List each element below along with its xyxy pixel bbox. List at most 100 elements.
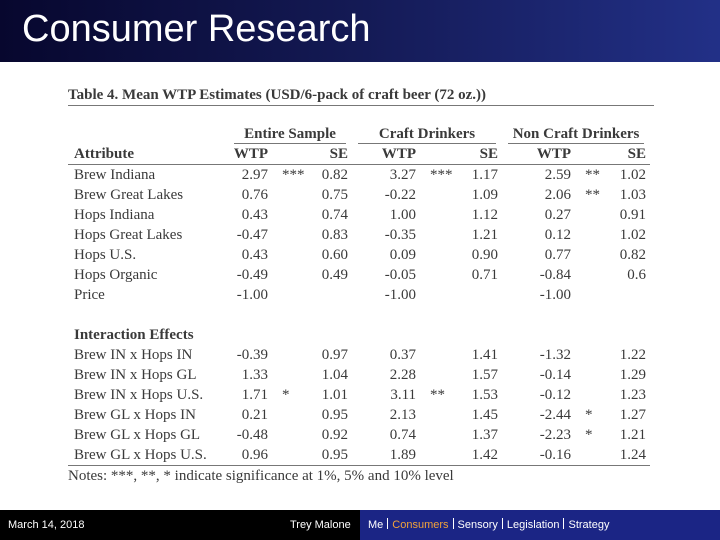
table-cell: 2.59: [544, 167, 572, 183]
nav-item[interactable]: Me: [368, 519, 384, 531]
table-cell: -2.23: [539, 427, 572, 443]
cell: [420, 144, 457, 165]
column-header: SE: [456, 144, 503, 165]
table-cell: 2.06: [544, 187, 572, 203]
cell: [272, 285, 312, 305]
table-cell: -1.32: [539, 347, 572, 363]
table-cell: *: [585, 407, 593, 423]
table-cell: 1.23: [619, 387, 647, 403]
cell: [575, 144, 606, 165]
table-cell: 0.6: [627, 267, 647, 283]
cell: [575, 445, 606, 466]
table-cell: Brew Great Lakes: [74, 187, 184, 203]
cell: [575, 245, 605, 265]
table-cell: Brew IN x Hops IN: [74, 347, 193, 363]
cell: [272, 445, 312, 466]
group-cell: Entire Sample: [228, 106, 352, 144]
table-cell: -1.00: [539, 287, 572, 303]
cell: [420, 445, 457, 466]
table-row: Brew Great Lakes 0.76 0.75 -0.22 1.09 2.06 ** 1…: [68, 185, 650, 205]
table-cell: 1.01: [321, 387, 349, 403]
table-notes: Notes: ***, **, * indicate significance …: [68, 468, 454, 484]
table-cell: -0.49: [236, 267, 268, 283]
table-cell: 1.04: [321, 367, 349, 383]
table-cell: 1.27: [619, 407, 647, 423]
table-row: Brew GL x Hops IN 0.21 0.95 2.13 1.45 -2.44 * 1…: [68, 405, 650, 425]
table-cell: 0.95: [321, 407, 349, 423]
footer: March 14, 2018 Trey Malone Me Consumers Se…: [0, 510, 720, 540]
column-header: WTP: [352, 144, 421, 165]
nav-item[interactable]: Legislation: [506, 519, 560, 531]
cell: [420, 405, 456, 425]
table-cell: 0.60: [321, 247, 349, 263]
table-cell: **: [430, 387, 446, 403]
cell: [272, 225, 312, 245]
cell: [420, 185, 456, 205]
table-cell: 0.43: [241, 247, 268, 263]
table-cell: 2.13: [389, 407, 417, 423]
group-cell: Non Craft Drinkers: [502, 106, 650, 144]
group-header-row: Entire Sample Craft Drinkers Non Craft Dri…: [68, 106, 650, 144]
table-row: Hops Great Lakes -0.47 0.83 -0.35 1.21 0.12 1.…: [68, 225, 650, 245]
table-cell: ***: [430, 167, 453, 183]
cell: [272, 405, 312, 425]
table-row: Brew Indiana 2.97 *** 0.82 3.27 *** 1.17 2.59 **…: [68, 165, 650, 186]
table-row: Hops U.S. 0.43 0.60 0.09 0.90 0.77 0.82: [68, 245, 650, 265]
table-cell: 0.74: [321, 207, 349, 223]
table-title: Table 4. Mean WTP Estimates (USD/6-pack …: [68, 86, 654, 106]
cell: [272, 245, 312, 265]
cell: [575, 385, 605, 405]
table-row: Price -1.00 -1.00 -1.00: [68, 285, 650, 305]
cell: [605, 285, 650, 305]
group-label: Non Craft Drinkers: [508, 125, 645, 144]
table-row: Hops Organic -0.49 0.49 -0.05 0.71 -0.84 0.6: [68, 265, 650, 285]
column-header: WTP: [502, 144, 576, 165]
table-cell: 1.09: [471, 187, 499, 203]
table-cell: 0.75: [321, 187, 349, 203]
cell: [420, 265, 456, 285]
table-cell: 1.21: [619, 427, 647, 443]
table-cell: Hops U.S.: [74, 247, 137, 263]
table-row: Brew GL x Hops U.S. 0.96 0.95 1.89 1.42 -0.16…: [68, 445, 651, 466]
table-cell: -0.14: [539, 367, 572, 383]
nav-separator: [452, 518, 454, 529]
table-cell: -0.05: [384, 267, 417, 283]
table-cell: Brew IN x Hops GL: [74, 367, 197, 383]
cell: [272, 265, 312, 285]
table-cell: 1.22: [619, 347, 647, 363]
table-cell: Brew Indiana: [74, 167, 156, 183]
cell: [420, 345, 456, 365]
nav-item[interactable]: Consumers: [392, 519, 449, 531]
column-header: WTP: [228, 144, 272, 165]
table-cell: -1.00: [384, 287, 417, 303]
nav-separator: [501, 518, 503, 529]
table-cell: -0.16: [502, 445, 576, 466]
table-row: Hops Indiana 0.43 0.74 1.00 1.12 0.27 0.91: [68, 205, 650, 225]
table-cell: 3.11: [390, 387, 417, 403]
cell: [272, 425, 312, 445]
table-cell: Hops Indiana: [74, 207, 155, 223]
table-figure: Table 4. Mean WTP Estimates (USD/6-pack …: [68, 86, 654, 486]
table-cell: 0.21: [241, 407, 268, 423]
nav-item[interactable]: Strategy: [568, 519, 610, 531]
cell: [575, 285, 605, 305]
table-cell: 1.29: [619, 367, 647, 383]
table-cell: 1.89: [352, 445, 421, 466]
table-cell: 0.49: [321, 267, 349, 283]
table-cell: 1.17: [471, 167, 499, 183]
cell: [575, 365, 605, 385]
table-cell: 0.43: [241, 207, 268, 223]
cell: [272, 365, 312, 385]
cell: [456, 285, 502, 305]
group-label: Entire Sample: [234, 125, 347, 144]
table-cell: 0.91: [619, 207, 647, 223]
cell: [420, 285, 456, 305]
table-cell: 0.12: [544, 227, 572, 243]
cell: [575, 225, 605, 245]
nav-item[interactable]: Sensory: [457, 519, 498, 531]
spacer-row: [68, 305, 650, 325]
cell: [575, 345, 605, 365]
cell: [420, 365, 456, 385]
table-cell: 0.92: [321, 427, 349, 443]
table-cell: ***: [282, 167, 305, 183]
